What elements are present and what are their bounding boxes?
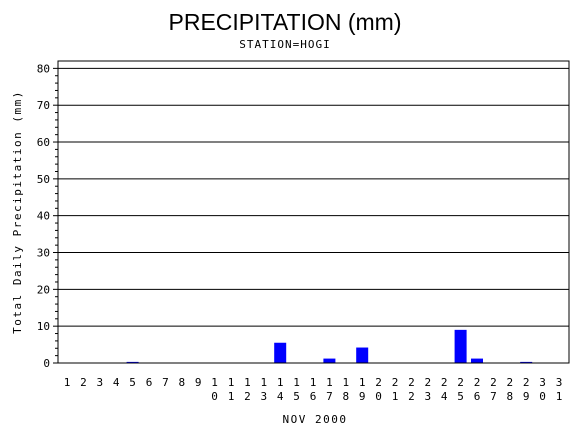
bar bbox=[454, 329, 467, 363]
bar bbox=[274, 342, 287, 363]
x-tick-label: 9 bbox=[195, 376, 202, 389]
x-tick-label: 7 bbox=[162, 376, 169, 389]
x-tick-label: 2 bbox=[80, 376, 87, 389]
y-tick-label: 30 bbox=[37, 247, 50, 260]
x-tick-label: 6 bbox=[146, 376, 153, 389]
x-tick-label: 1 bbox=[64, 376, 71, 389]
y-tick-label: 70 bbox=[37, 99, 50, 112]
x-axis-label: NOV 2000 bbox=[283, 413, 348, 426]
x-tick-label: 3 bbox=[96, 376, 103, 389]
bar bbox=[356, 347, 369, 363]
chart-subtitle: STATION=HOGI bbox=[239, 38, 330, 51]
x-tick-label: 4 bbox=[113, 376, 120, 389]
y-tick-label: 20 bbox=[37, 283, 50, 296]
y-tick-label: 40 bbox=[37, 210, 50, 223]
y-tick-label: 0 bbox=[43, 357, 50, 370]
bar bbox=[323, 358, 336, 363]
x-tick-label: 8 bbox=[178, 376, 185, 389]
plot-frame bbox=[57, 60, 570, 364]
y-axis-ticks: 0 10 20 30 40 50 60 70 80 bbox=[37, 62, 58, 370]
bars bbox=[126, 329, 533, 363]
x-tick-label: 5 bbox=[129, 376, 136, 389]
gridlines bbox=[58, 67, 569, 327]
y-tick-label: 50 bbox=[37, 173, 50, 186]
y-tick-label: 10 bbox=[37, 320, 50, 333]
bar bbox=[520, 361, 533, 363]
bar bbox=[126, 361, 139, 363]
y-axis-label: Total Daily Precipitation (mm) bbox=[11, 90, 24, 334]
y-tick-label: 80 bbox=[37, 62, 50, 75]
bar bbox=[471, 358, 483, 363]
chart-title: PRECIPITATION (mm) bbox=[169, 9, 402, 35]
y-tick-label: 60 bbox=[37, 136, 50, 149]
x-axis-ticks: 1 2 3 4 5 6 7 8 9 1 01 11 21 31 41 51 61 71 81 92 02 12 22 32 42… bbox=[64, 376, 563, 403]
